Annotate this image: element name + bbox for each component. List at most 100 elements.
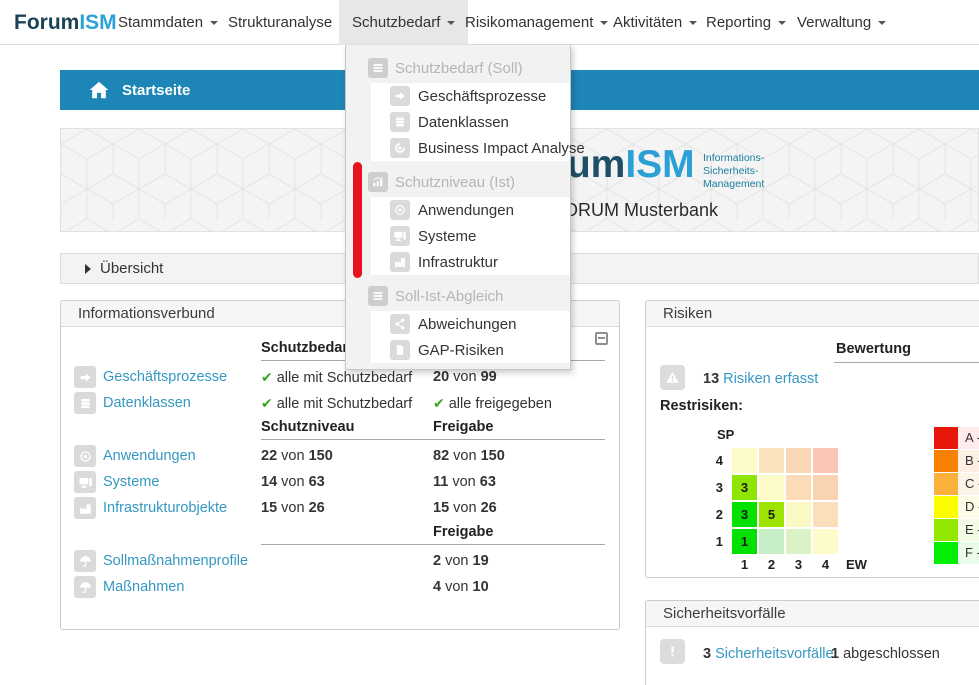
legend-label: F - <box>958 542 979 564</box>
nav-item-aktivitaten[interactable]: Aktivitäten <box>600 0 710 45</box>
dropdown-item-systeme[interactable]: Systeme <box>371 223 570 249</box>
nav-item-label: Stammdaten <box>118 14 204 31</box>
matrix-cell-sp1-ew4 <box>813 529 838 554</box>
check-icon: ✔ <box>261 394 273 411</box>
dropdown-item-gap-risiken[interactable]: GAP-Risiken <box>371 337 570 363</box>
row-link-sollmassnahmenprofile[interactable]: Sollmaßnahmenprofile <box>103 553 249 569</box>
ratio-sep: von <box>449 448 481 464</box>
matrix-cell-sp3-ew3 <box>786 475 811 500</box>
risiken-panel: Risiken Bewertung 13 Risiken erfasst Res… <box>645 300 979 578</box>
ratio-total: 10 <box>472 579 489 595</box>
dropdown-item-label: Datenklassen <box>418 113 509 131</box>
dropdown-item-business-impact-analyse[interactable]: Business Impact Analyse <box>371 135 585 161</box>
dropdown-item-abweichungen[interactable]: Abweichungen <box>371 311 570 337</box>
status-text: alle mit Schutzbedarf <box>276 369 413 386</box>
legend-row-a: A - <box>934 427 979 449</box>
table-section: Freigabe Sollmaßnahmenprofile 2 von 19 Maßn… <box>74 521 605 600</box>
matrix-cell-sp3-ew1[interactable]: 3 <box>732 475 757 500</box>
nav-item-label: Risikomanagement <box>465 14 594 31</box>
row-col2-cell: 15 von 26 <box>261 500 433 516</box>
dropdown-item-geschaftsprozesse[interactable]: Geschäftsprozesse <box>371 83 570 109</box>
dropdown-section-label: Schutzniveau (Ist) <box>395 173 516 191</box>
legend-color-swatch <box>934 519 958 541</box>
matrix-row-label: 2 <box>715 507 723 522</box>
chevron-down-icon <box>878 20 887 25</box>
matrix-cell-sp4-ew4 <box>813 448 838 473</box>
database-icon <box>74 392 96 414</box>
nav-item-schutzbedarf[interactable]: Schutzbedarf <box>339 0 469 45</box>
ratio-value: 82 <box>433 448 450 464</box>
sicherheitsvorfaelle-panel: Sicherheitsvorfälle 3 Sicherheitsvorfäll… <box>645 600 979 685</box>
dropdown-item-label: Systeme <box>418 227 477 245</box>
app-logo[interactable]: Forum ISM <box>14 0 117 45</box>
ratio-value: 11 <box>433 474 449 490</box>
factory-icon <box>390 252 410 272</box>
risiken-erfasst-row: 13 Risiken erfasst <box>703 371 818 388</box>
chart-icon <box>368 172 388 192</box>
nav-item-stammdaten[interactable]: Stammdaten <box>105 0 231 45</box>
ratio-total: 99 <box>480 369 497 385</box>
gear-icon <box>390 138 410 158</box>
dropdown-item-infrastruktur[interactable]: Infrastruktur <box>371 249 570 275</box>
database-icon <box>390 112 410 132</box>
ratio-sep: von <box>448 474 480 490</box>
row-link-massnahmen[interactable]: Maßnahmen <box>103 579 185 595</box>
table-rows: Geschäftsprozesse ✔ alle mit Schutzbedarf 2… <box>74 361 605 416</box>
table-section: Schutzbedarf Geschäftsprozesse ✔ alle mit S… <box>74 337 605 416</box>
dropdown-item-label: GAP-Risiken <box>418 341 504 359</box>
legend-row-c: C - <box>934 473 979 495</box>
ratio-sep: von <box>449 500 481 516</box>
row-link-systeme[interactable]: Systeme <box>103 474 160 490</box>
row-col2-cell: 22 von 150 <box>261 448 433 464</box>
dropdown-item-datenklassen[interactable]: Datenklassen <box>371 109 570 135</box>
dropdown-section-schutzbedarf-soll: Schutzbedarf (Soll) Geschäftsprozesse Date… <box>346 53 585 161</box>
matrix-cell-sp4-ew1 <box>732 448 757 473</box>
row-col3-cell: 82 von 150 <box>433 448 605 464</box>
matrix-cell-sp1-ew3 <box>786 529 811 554</box>
row-link-geschaftsprozesse[interactable]: Geschäftsprozesse <box>103 369 228 385</box>
exclamation-icon <box>660 639 685 664</box>
nav-item-risikomanagement[interactable]: Risikomanagement <box>452 0 621 45</box>
dropdown-section-header-schutzniveau-ist: Schutzniveau (Ist) <box>346 167 570 197</box>
row-label-cell: Systeme <box>74 471 261 493</box>
legend-label: B - <box>958 450 979 472</box>
row-link-datenklassen[interactable]: Datenklassen <box>103 395 191 411</box>
nav-item-verwaltung[interactable]: Verwaltung <box>784 0 899 45</box>
check-icon: ✔ <box>433 394 445 411</box>
chevron-down-icon <box>210 20 219 25</box>
row-label-cell: Maßnahmen <box>74 576 261 598</box>
table-row: Geschäftsprozesse ✔ alle mit Schutzbedarf 2… <box>74 364 605 390</box>
vorfaelle-link[interactable]: Sicherheitsvorfälle <box>715 646 834 662</box>
matrix-cell-sp4-ew3 <box>786 448 811 473</box>
risiken-erfasst-link[interactable]: Risiken erfasst <box>723 371 819 387</box>
active-section-indicator <box>353 162 362 278</box>
vorfaelle-count: 3 <box>703 646 712 662</box>
schutzbedarf-dropdown-menu: Schutzbedarf (Soll) Geschäftsprozesse Date… <box>345 45 585 370</box>
matrix-cell-sp1-ew2 <box>759 529 784 554</box>
ratio-value: 22 <box>261 448 278 464</box>
matrix-cell-sp2-ew1[interactable]: 3 <box>732 502 757 527</box>
row-col3-cell: 2 von 19 <box>433 553 605 569</box>
chevron-down-icon <box>447 20 456 25</box>
legend-row-e: E - <box>934 519 979 541</box>
matrix-cell-sp2-ew2[interactable]: 5 <box>759 502 784 527</box>
vorfaelle-status-label: abgeschlossen <box>843 646 940 662</box>
overview-label: Übersicht <box>100 260 164 277</box>
ratio-value: 2 <box>433 553 442 569</box>
collapse-panel-icon[interactable] <box>595 332 608 345</box>
legend-color-swatch <box>934 473 958 495</box>
risk-legend: A -B -C -D -E -F - <box>934 427 979 565</box>
ratio-total: 63 <box>308 474 325 490</box>
ratio-total: 150 <box>480 448 505 464</box>
matrix-y-axis-label: SP <box>717 427 735 442</box>
column-header: Freigabe <box>433 419 494 435</box>
row-link-anwendungen[interactable]: Anwendungen <box>103 448 196 464</box>
dropdown-item-anwendungen[interactable]: Anwendungen <box>371 197 570 223</box>
row-link-infrastrukturobjekte[interactable]: Infrastrukturobjekte <box>103 500 228 516</box>
factory-icon <box>74 497 96 519</box>
column-header: Schutzbedarf <box>261 340 353 356</box>
row-label-cell: Datenklassen <box>74 392 261 414</box>
nav-item-label: Schutzbedarf <box>352 14 441 31</box>
matrix-cell-sp1-ew1[interactable]: 1 <box>732 529 757 554</box>
nav-item-reporting[interactable]: Reporting <box>693 0 799 45</box>
